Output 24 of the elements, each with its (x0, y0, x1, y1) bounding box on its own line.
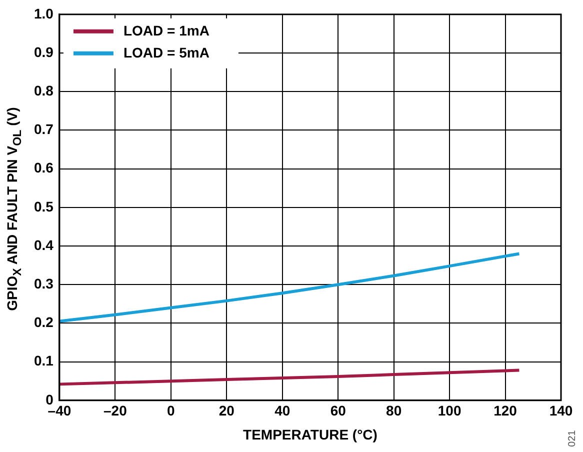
legend-label: LOAD = 1mA (123, 22, 210, 38)
y-tick-label: 0.7 (34, 121, 54, 138)
y-tick-label: 1.0 (34, 5, 54, 22)
y-tick-label: 0.1 (34, 352, 54, 369)
y-tick-label: 0.2 (34, 314, 54, 330)
y-tick-label: 0.4 (34, 236, 54, 253)
legend-label: LOAD = 5mA (123, 44, 210, 60)
x-tick-label: 0 (167, 402, 176, 419)
x-tick-label: 20 (218, 402, 235, 419)
x-tick-label: 140 (549, 402, 573, 419)
x-tick-label: 40 (274, 402, 290, 419)
y-tick-label: 0.3 (34, 275, 54, 292)
y-tick-label: 0.6 (34, 160, 54, 176)
x-tick-label: 120 (494, 402, 518, 419)
x-axis-title: TEMPERATURE (°C) (243, 426, 378, 442)
y-tick-label: 0.5 (34, 198, 54, 214)
y-tick-label: 0 (46, 391, 54, 408)
x-tick-label: 60 (330, 402, 346, 419)
x-tick-label: –20 (104, 402, 128, 419)
y-tick-label: 0.8 (34, 82, 54, 98)
text: 021 (567, 430, 578, 447)
x-tick-label: 80 (386, 402, 402, 419)
y-tick-label: 0.9 (34, 44, 54, 60)
x-tick-label: 100 (438, 402, 462, 419)
